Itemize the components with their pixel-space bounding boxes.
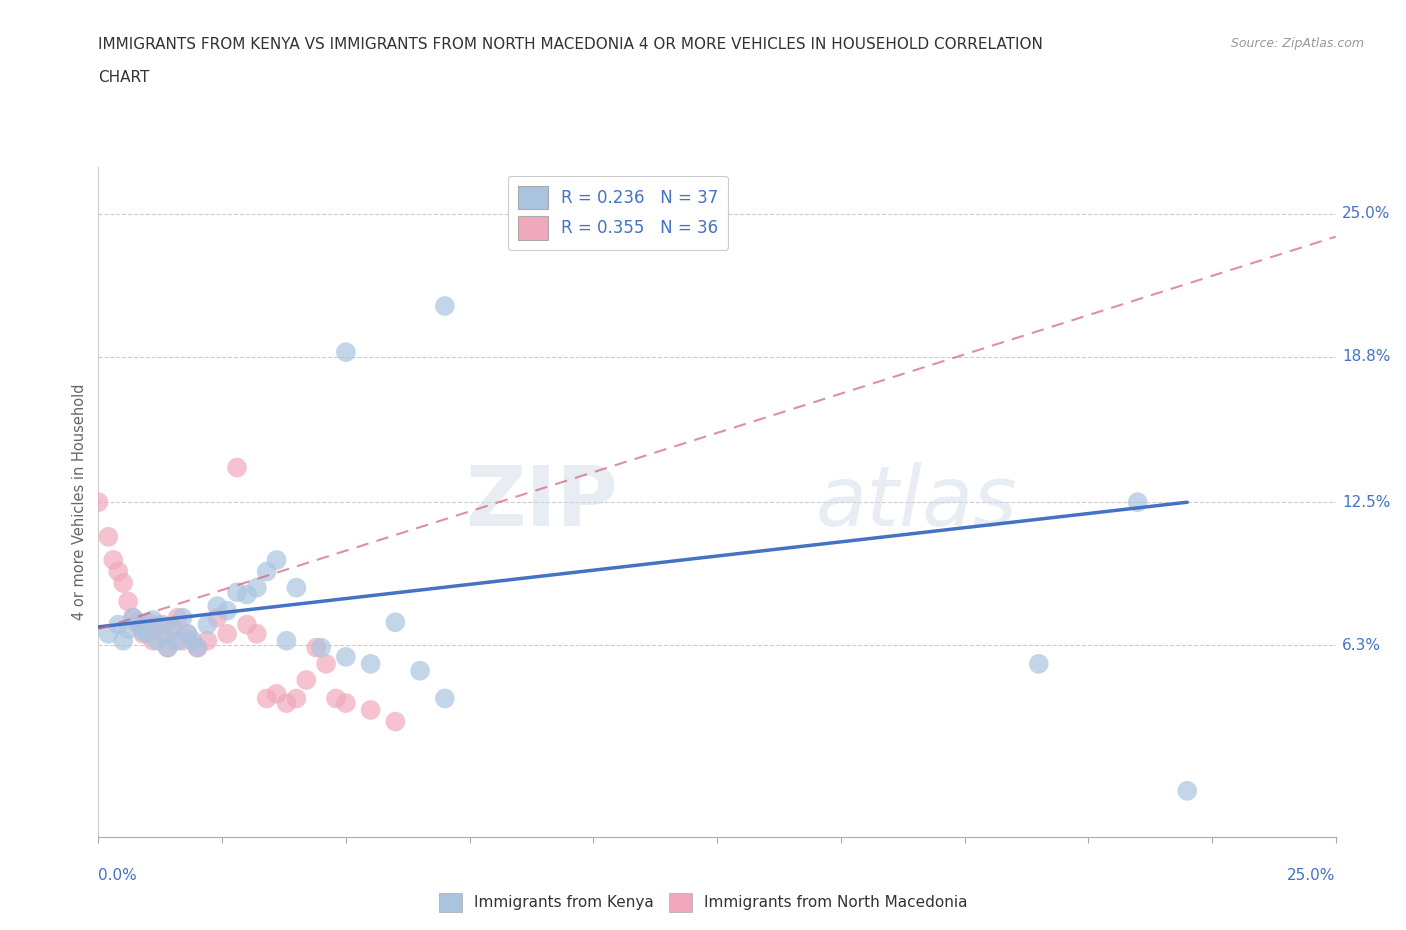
Point bbox=[112, 633, 135, 648]
Text: 18.8%: 18.8% bbox=[1341, 350, 1391, 365]
Point bbox=[256, 564, 278, 578]
Point bbox=[226, 585, 249, 600]
Point bbox=[162, 622, 184, 637]
Point bbox=[166, 610, 188, 625]
Text: 25.0%: 25.0% bbox=[1341, 206, 1391, 221]
Legend: Immigrants from Kenya, Immigrants from North Macedonia: Immigrants from Kenya, Immigrants from N… bbox=[433, 887, 973, 918]
Point bbox=[226, 460, 249, 475]
Point bbox=[335, 649, 357, 664]
Point bbox=[97, 529, 120, 544]
Point bbox=[285, 580, 308, 595]
Point bbox=[266, 552, 288, 567]
Point bbox=[127, 615, 149, 630]
Point bbox=[142, 613, 165, 628]
Point bbox=[205, 610, 228, 625]
Point bbox=[122, 610, 145, 625]
Point bbox=[132, 624, 155, 639]
Point bbox=[136, 615, 159, 630]
Point bbox=[433, 299, 456, 313]
Point bbox=[285, 691, 308, 706]
Point bbox=[127, 618, 149, 632]
Point bbox=[236, 618, 259, 632]
Text: 0.0%: 0.0% bbox=[98, 868, 138, 883]
Point bbox=[360, 657, 382, 671]
Point bbox=[122, 610, 145, 625]
Point bbox=[1028, 657, 1050, 671]
Point bbox=[335, 696, 357, 711]
Point bbox=[107, 564, 129, 578]
Text: atlas: atlas bbox=[815, 461, 1018, 543]
Point bbox=[246, 627, 269, 642]
Point bbox=[162, 622, 184, 637]
Point bbox=[142, 633, 165, 648]
Point bbox=[325, 691, 347, 706]
Point bbox=[146, 618, 169, 632]
Y-axis label: 4 or more Vehicles in Household: 4 or more Vehicles in Household bbox=[72, 384, 87, 620]
Point bbox=[103, 552, 125, 567]
Point bbox=[276, 633, 298, 648]
Point bbox=[176, 627, 198, 642]
Text: 25.0%: 25.0% bbox=[1288, 868, 1336, 883]
Point bbox=[236, 587, 259, 602]
Point bbox=[256, 691, 278, 706]
Point bbox=[152, 627, 174, 642]
Point bbox=[409, 663, 432, 678]
Point bbox=[246, 580, 269, 595]
Text: ZIP: ZIP bbox=[465, 461, 619, 543]
Point bbox=[186, 640, 208, 655]
Point bbox=[117, 594, 139, 609]
Text: 12.5%: 12.5% bbox=[1341, 495, 1391, 510]
Point bbox=[309, 640, 332, 655]
Point bbox=[360, 702, 382, 717]
Point bbox=[166, 633, 188, 648]
Point bbox=[172, 610, 194, 625]
Legend: R = 0.236   N = 37, R = 0.355   N = 36: R = 0.236 N = 37, R = 0.355 N = 36 bbox=[508, 176, 728, 249]
Point bbox=[181, 633, 204, 648]
Point bbox=[112, 576, 135, 591]
Point bbox=[384, 714, 406, 729]
Point bbox=[176, 627, 198, 642]
Point bbox=[384, 615, 406, 630]
Point bbox=[152, 618, 174, 632]
Point bbox=[117, 622, 139, 637]
Point bbox=[305, 640, 328, 655]
Point bbox=[195, 618, 218, 632]
Point bbox=[276, 696, 298, 711]
Point bbox=[295, 672, 318, 687]
Point bbox=[97, 627, 120, 642]
Point bbox=[195, 633, 218, 648]
Point bbox=[107, 618, 129, 632]
Text: Source: ZipAtlas.com: Source: ZipAtlas.com bbox=[1230, 37, 1364, 50]
Text: CHART: CHART bbox=[98, 70, 150, 85]
Text: 6.3%: 6.3% bbox=[1341, 638, 1381, 653]
Point bbox=[433, 691, 456, 706]
Point bbox=[87, 495, 110, 510]
Point bbox=[1126, 495, 1149, 510]
Point bbox=[172, 633, 194, 648]
Point bbox=[205, 599, 228, 614]
Point bbox=[156, 640, 179, 655]
Point bbox=[217, 604, 239, 618]
Point bbox=[1175, 783, 1198, 798]
Point bbox=[132, 627, 155, 642]
Point bbox=[315, 657, 337, 671]
Point bbox=[146, 633, 169, 648]
Point bbox=[266, 686, 288, 701]
Point bbox=[335, 345, 357, 360]
Text: IMMIGRANTS FROM KENYA VS IMMIGRANTS FROM NORTH MACEDONIA 4 OR MORE VEHICLES IN H: IMMIGRANTS FROM KENYA VS IMMIGRANTS FROM… bbox=[98, 37, 1043, 52]
Point bbox=[186, 640, 208, 655]
Point bbox=[217, 627, 239, 642]
Point bbox=[136, 627, 159, 642]
Point bbox=[156, 640, 179, 655]
